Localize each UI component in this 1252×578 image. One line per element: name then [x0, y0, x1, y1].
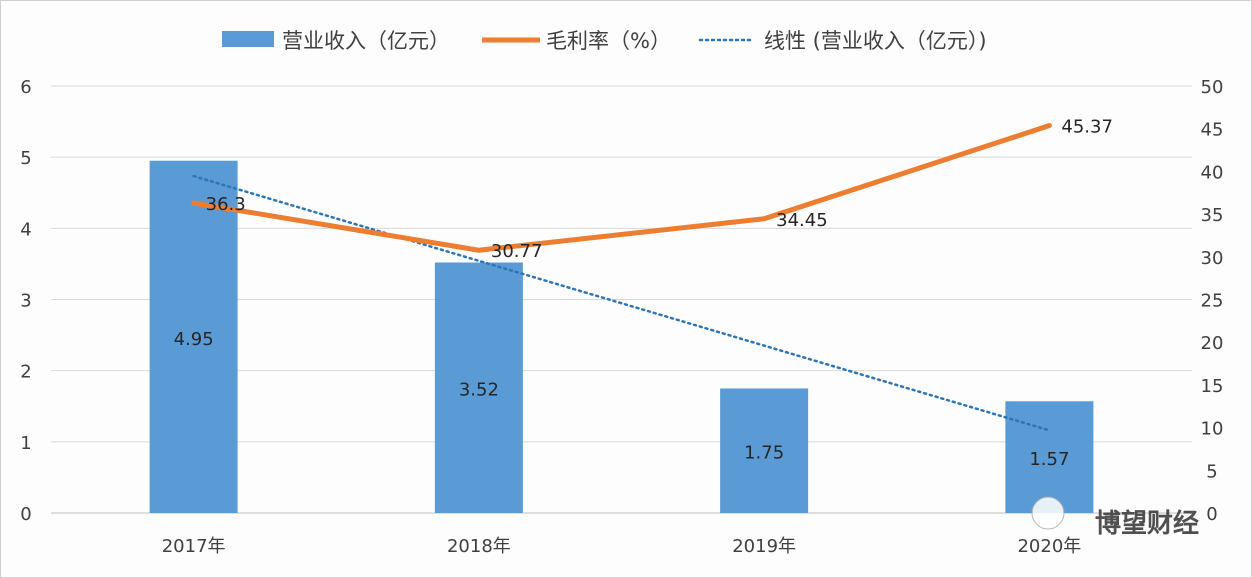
legend-label-revenue: 营业收入（亿元） [282, 29, 450, 53]
legend-swatch-revenue [222, 31, 274, 47]
watermark-logo-icon [1031, 496, 1065, 530]
x-axis-tick: 2018年 [447, 536, 511, 557]
line-data-label: 30.77 [491, 241, 543, 262]
left-axis-tick: 1 [20, 433, 31, 454]
left-axis-tick: 6 [20, 77, 31, 98]
bar [1005, 401, 1094, 513]
margin-line [191, 123, 1052, 253]
legend-label-margin: 毛利率（%） [546, 29, 671, 53]
right-axis-tick: 5 [1206, 461, 1217, 482]
bar-data-label: 3.52 [459, 380, 499, 401]
right-axis-tick: 50 [1201, 77, 1224, 98]
bar-data-label: 1.75 [744, 443, 784, 464]
right-axis-tick: 40 [1201, 162, 1224, 183]
legend-label-trend: 线性 (营业收入（亿元）) [764, 29, 987, 53]
right-axis-tick: 35 [1201, 205, 1224, 226]
watermark: 博望财经 [1031, 496, 1199, 539]
trendline [192, 174, 1051, 432]
left-axis-tick: 4 [20, 219, 31, 240]
line-data-label: 34.45 [776, 210, 828, 231]
bar-data-label: 1.57 [1029, 449, 1069, 470]
line-data-label: 36.3 [206, 194, 246, 215]
left-axis-tick: 2 [20, 362, 31, 383]
bar-data-label: 4.95 [174, 329, 214, 350]
right-axis-tick: 45 [1201, 120, 1224, 141]
right-axis-tick: 0 [1206, 504, 1217, 525]
right-axis-tick: 30 [1201, 248, 1224, 269]
right-axis-tick: 10 [1201, 419, 1224, 440]
bar [720, 388, 809, 513]
left-axis-tick: 5 [20, 148, 31, 169]
x-axis-tick: 2020年 [1017, 536, 1081, 557]
x-axis-tick: 2017年 [162, 536, 226, 557]
left-axis-tick: 0 [20, 504, 31, 525]
bar [149, 160, 238, 513]
right-axis-tick: 15 [1201, 376, 1224, 397]
line-data-label: 45.37 [1061, 117, 1113, 138]
right-axis-tick: 25 [1201, 291, 1224, 312]
x-axis-tick: 2019年 [732, 536, 796, 557]
right-axis-tick: 20 [1201, 333, 1224, 354]
left-axis-tick: 3 [20, 291, 31, 312]
watermark-text: 博望财经 [1095, 508, 1199, 539]
bar [434, 262, 523, 513]
